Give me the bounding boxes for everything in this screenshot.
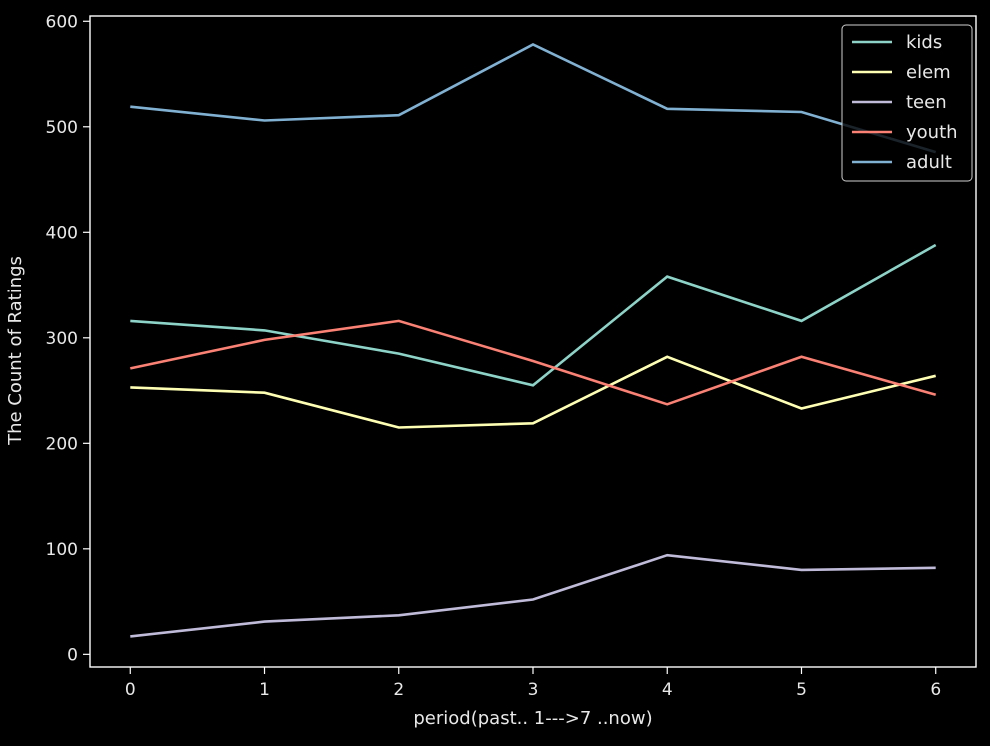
legend-box: [841, 24, 973, 182]
legend-label-kids: kids: [906, 32, 942, 53]
y-tick-label: 100: [46, 540, 78, 560]
legend-label-teen: teen: [906, 92, 947, 113]
series-line-teen: [130, 553, 936, 638]
y-tick-label: 0: [67, 645, 78, 665]
series-line-youth: [130, 319, 937, 406]
y-tick-label: 600: [46, 12, 78, 32]
x-tick-label: 2: [393, 680, 404, 700]
x-tick-label: 0: [125, 680, 136, 700]
x-tick-label: 5: [796, 680, 807, 700]
x-tick-label: 6: [930, 680, 941, 700]
legend-label-adult: adult: [906, 152, 952, 173]
x-tick-label: 3: [528, 680, 539, 700]
y-tick-label: 200: [46, 434, 78, 454]
x-axis: 0 1 2 3 4 5 6: [125, 667, 941, 700]
legend-label-elem: elem: [906, 62, 951, 83]
y-tick-label: 300: [46, 329, 78, 349]
y-tick-label: 500: [46, 118, 78, 138]
legend-label-youth: youth: [906, 122, 958, 143]
x-axis-label: period(past.. 1--->7 ..now): [413, 708, 652, 729]
y-tick-label: 400: [46, 223, 78, 243]
legend: kids elem teen youth adult: [841, 24, 973, 182]
y-axis-label: The Count of Ratings: [5, 256, 26, 446]
series-line-adult: [130, 43, 937, 154]
series-line-elem: [130, 355, 937, 429]
series-line-kids: [130, 243, 937, 387]
series-layer: [130, 43, 937, 638]
x-tick-label: 4: [662, 680, 673, 700]
x-tick-label: 1: [259, 680, 270, 700]
y-axis: 0 100 200 300 400 500 600: [46, 12, 90, 665]
